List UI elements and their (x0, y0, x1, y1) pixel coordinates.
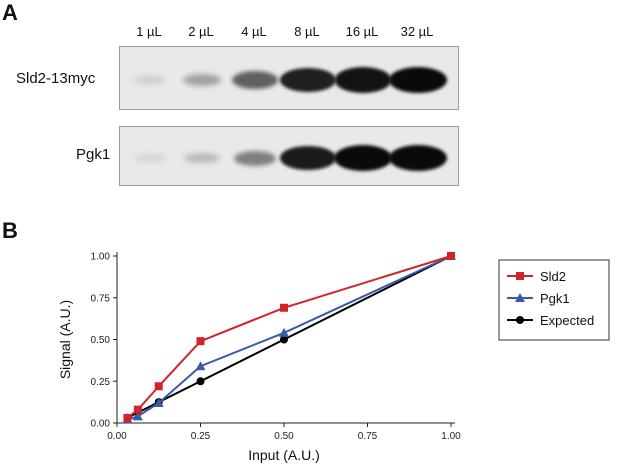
legend-label: Expected (540, 313, 594, 328)
data-point-circle (196, 377, 205, 386)
data-point-square (516, 272, 524, 280)
lane-label: 8 µL (294, 24, 320, 39)
data-point-square (447, 252, 455, 260)
data-point-square (133, 405, 142, 414)
series-sld2 (123, 252, 455, 422)
blot-band (231, 71, 279, 89)
panel-a-letter: A (2, 0, 18, 25)
y-tick-label: 0.50 (91, 335, 111, 346)
blot-band (184, 153, 220, 163)
legend-label: Pgk1 (540, 291, 570, 306)
blot-band (334, 67, 392, 93)
y-tick-label: 0.25 (91, 377, 111, 388)
x-tick-label: 0.50 (274, 431, 294, 442)
y-tick-label: 1.00 (91, 252, 111, 263)
lane-label: 16 µL (345, 24, 379, 39)
blot-band (134, 154, 166, 162)
blot-band (389, 67, 447, 93)
data-point-square (154, 382, 163, 391)
series-line (126, 255, 452, 419)
y-axis-label: Signal (A.U.) (57, 300, 73, 379)
panel-b-letter: B (2, 218, 18, 243)
data-point-circle (516, 316, 524, 324)
blot-band (233, 150, 277, 166)
lane-label: 2 µL (188, 24, 214, 39)
legend-label: Sld2 (540, 269, 566, 284)
data-point-triangle (153, 397, 164, 407)
data-point-triangle (515, 293, 525, 302)
blot-band (133, 76, 167, 84)
blot-band (389, 145, 447, 171)
blot-label-sld2: Sld2-13myc (16, 70, 96, 87)
data-point-triangle (279, 327, 289, 337)
lane-label: 32 µL (400, 24, 434, 39)
blot-band (280, 68, 336, 92)
data-point-square (280, 303, 288, 312)
y-tick-label: 0.75 (91, 293, 111, 304)
x-tick-label: 0.25 (191, 431, 211, 442)
lane-label: 1 µL (136, 24, 162, 39)
data-point-circle (280, 335, 288, 344)
x-tick-label: 0.00 (107, 431, 127, 442)
western-blot-sld2 (119, 46, 459, 110)
blot-band (334, 145, 392, 171)
y-tick-label: 0.00 (91, 419, 111, 430)
data-point-triangle (132, 411, 143, 421)
western-blot-pgk1 (119, 126, 459, 186)
blot-band (182, 74, 222, 86)
data-point-triangle (195, 361, 206, 371)
x-axis-label: Input (A.U.) (248, 447, 320, 463)
data-point-square (123, 413, 132, 422)
x-tick-label: 0.75 (358, 431, 378, 442)
lane-label: 4 µL (241, 24, 267, 39)
data-point-square (196, 337, 205, 346)
x-tick-label: 1.00 (441, 431, 461, 442)
blot-band (280, 145, 336, 171)
blot-label-pgk1: Pgk1 (76, 146, 111, 163)
